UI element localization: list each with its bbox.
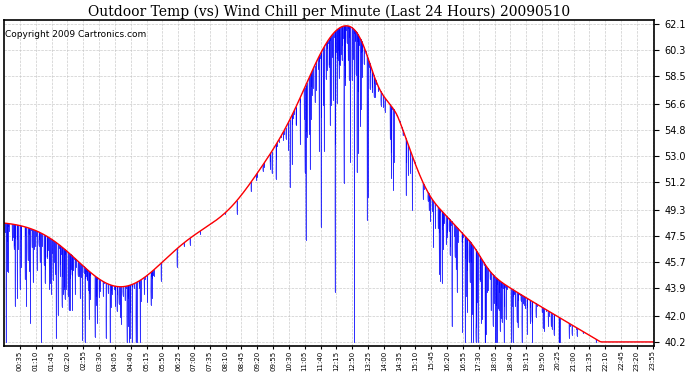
Text: Copyright 2009 Cartronics.com: Copyright 2009 Cartronics.com bbox=[6, 30, 147, 39]
Title: Outdoor Temp (vs) Wind Chill per Minute (Last 24 Hours) 20090510: Outdoor Temp (vs) Wind Chill per Minute … bbox=[88, 4, 571, 18]
